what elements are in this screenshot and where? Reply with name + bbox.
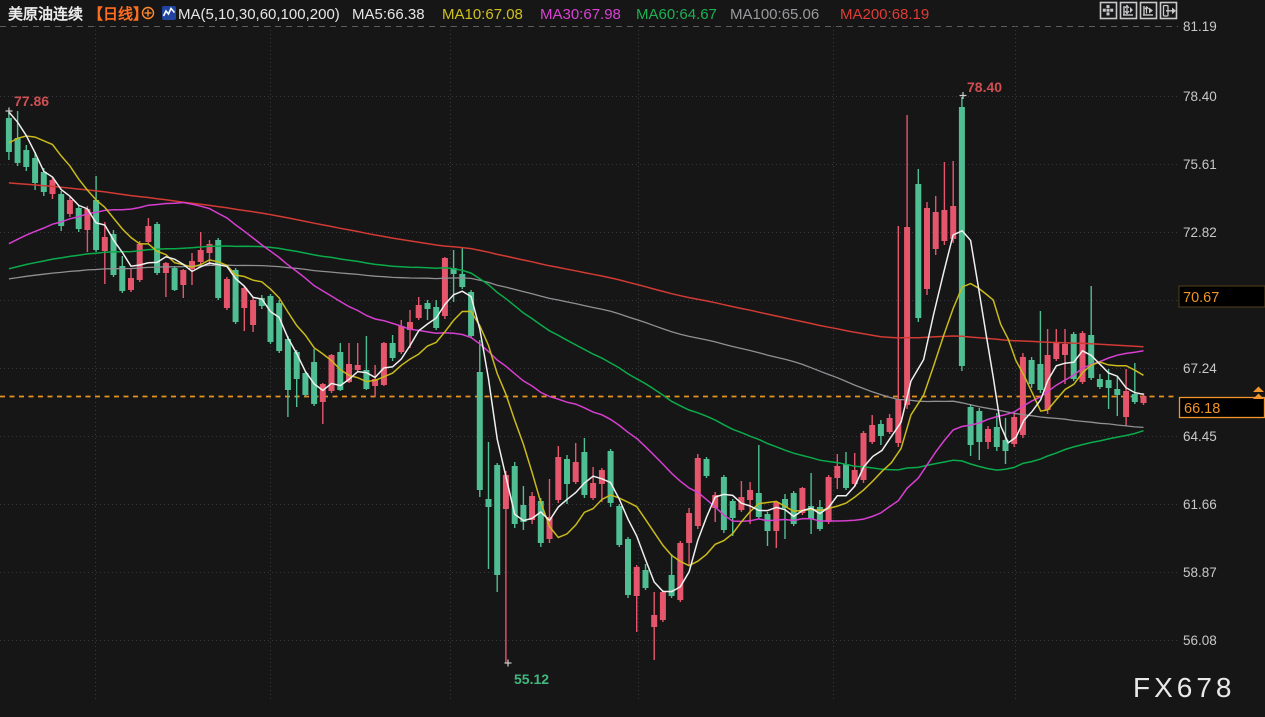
svg-text:64.45: 64.45 — [1183, 429, 1217, 444]
svg-text:FX678: FX678 — [1133, 672, 1236, 703]
svg-text:66.18: 66.18 — [1184, 401, 1220, 417]
svg-text:【日线】: 【日线】 — [88, 5, 148, 23]
svg-text:58.87: 58.87 — [1183, 565, 1217, 580]
svg-text:MA60:64.67: MA60:64.67 — [636, 6, 717, 23]
svg-text:75.61: 75.61 — [1183, 157, 1217, 172]
svg-text:MA200:68.19: MA200:68.19 — [840, 6, 929, 23]
svg-text:55.12: 55.12 — [514, 671, 549, 687]
svg-text:56.08: 56.08 — [1183, 633, 1217, 648]
svg-text:81.19: 81.19 — [1183, 19, 1217, 34]
svg-text:72.82: 72.82 — [1183, 225, 1217, 240]
svg-text:MA10:67.08: MA10:67.08 — [442, 6, 523, 23]
svg-text:78.40: 78.40 — [967, 79, 1002, 95]
svg-text:67.24: 67.24 — [1183, 361, 1217, 376]
svg-text:78.40: 78.40 — [1183, 89, 1217, 104]
svg-text:MA5:66.38: MA5:66.38 — [352, 6, 425, 23]
svg-text:70.67: 70.67 — [1183, 290, 1219, 306]
svg-text:61.66: 61.66 — [1183, 497, 1217, 512]
svg-text:77.86: 77.86 — [14, 93, 49, 109]
svg-text:MA30:67.98: MA30:67.98 — [540, 6, 621, 23]
svg-text:MA(5,10,30,60,100,200): MA(5,10,30,60,100,200) — [178, 6, 340, 23]
svg-text:MA100:65.06: MA100:65.06 — [730, 6, 819, 23]
svg-text:美原油连续: 美原油连续 — [8, 5, 83, 23]
